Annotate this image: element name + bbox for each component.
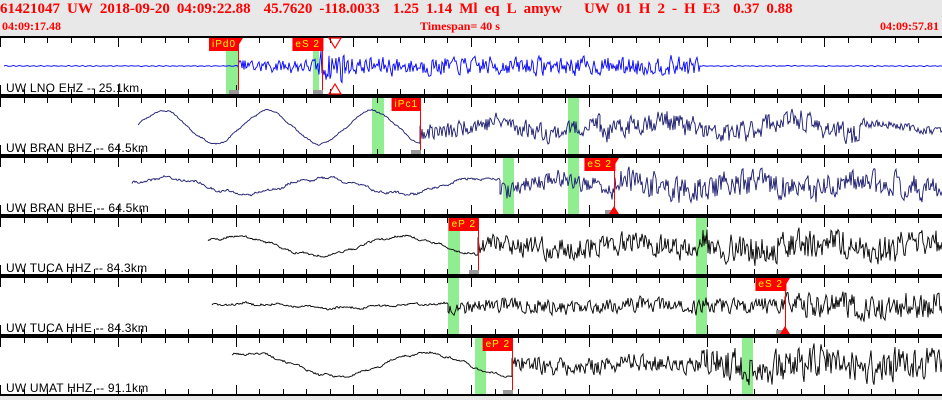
- highlight-band: [448, 218, 460, 274]
- source-net-code: UW: [583, 1, 610, 17]
- event-header-line: 61421047 UW 2018-09-20 04:09:22.88 45.7620 -1…: [0, 0, 942, 18]
- trace-station-label: UW TUCA HHE -- 84.3km: [6, 321, 148, 335]
- waveform: [211, 291, 942, 322]
- rms-value: 0.37: [733, 1, 760, 17]
- trace-station-label: UW BRAN BHZ -- 64.5km: [6, 141, 149, 155]
- phase-pick-line[interactable]: [785, 278, 786, 334]
- trace-station-label: UW UMAT HHZ -- 91.1km: [6, 381, 149, 395]
- version-number: 01: [616, 1, 632, 17]
- highlight-band: [475, 338, 486, 394]
- trace-panel[interactable]: eP 2 UW UMAT HHZ -- 91.1km: [0, 336, 942, 396]
- phase-pick-label[interactable]: iPc1: [391, 98, 421, 111]
- pick-shadow-bar: [411, 150, 421, 154]
- panel-top-border: [0, 336, 942, 338]
- start-time-label: 04:09:17.48: [2, 19, 61, 33]
- h-flag-1: H: [638, 1, 651, 17]
- pick-shadow-bar: [313, 90, 323, 94]
- pick-marker-triangle-down: [609, 158, 619, 166]
- event-longitude: -118.0033: [319, 1, 380, 17]
- event-date: 2018-09-20: [99, 1, 170, 17]
- waveform: [131, 166, 942, 204]
- phase-count: 2: [657, 1, 665, 17]
- phase-pick-label[interactable]: eS 2: [292, 38, 323, 51]
- panel-bottom-border: [0, 274, 942, 276]
- event-time: 04:09:22.88: [176, 1, 251, 17]
- trace-panel[interactable]: iPd0 eS 2 UW LNO EHZ -- 25.1km: [0, 36, 942, 96]
- time-header-line: 04:09:17.48 Timespan= 40 s 04:09:57.81: [0, 19, 942, 34]
- pick-marker-triangle-down: [233, 38, 243, 46]
- highlight-band: [568, 98, 579, 154]
- trace-station-label: UW LNO EHZ -- 25.1km: [6, 81, 140, 95]
- quality-flag: L: [506, 1, 517, 17]
- phase-pick-line[interactable]: [614, 158, 615, 214]
- panel-bottom-border: [0, 334, 942, 336]
- event-id: 61421047: [0, 1, 60, 17]
- separator-dash: -: [671, 1, 677, 17]
- event-magnitude: 1.14: [426, 1, 453, 17]
- pick-marker-triangle-up: [609, 206, 619, 214]
- panel-bottom-border: [0, 94, 942, 96]
- phase-pick-line[interactable]: [512, 338, 513, 394]
- pick-shadow-bar: [469, 270, 479, 274]
- trace-station-label: UW BRAN BHE -- 64.5km: [6, 201, 149, 215]
- pick-shadow-bar: [503, 390, 513, 394]
- panel-top-border: [0, 216, 942, 218]
- panel-bottom-border: [0, 154, 942, 156]
- trace-panel[interactable]: eS 2 UW BRAN BHE -- 64.5km: [0, 156, 942, 216]
- trace-panel[interactable]: iPc1 UW BRAN BHZ -- 64.5km: [0, 96, 942, 156]
- event-depth: 1.25: [392, 1, 420, 17]
- panel-top-border: [0, 156, 942, 158]
- error-value: 0.88: [766, 1, 793, 17]
- trace-panel[interactable]: eP 2 UW TUCA HHZ -- 84.3km: [0, 216, 942, 276]
- h-flag-2: H: [683, 1, 696, 17]
- highlight-band: [448, 278, 459, 334]
- event-latitude: 45.7620: [263, 1, 313, 17]
- trace-panel[interactable]: eS 2 UW TUCA HHE -- 84.3km: [0, 276, 942, 336]
- quality-code: E3: [702, 1, 721, 17]
- timespan-label: Timespan= 40 s: [420, 19, 500, 33]
- highlight-band: [372, 98, 384, 154]
- network-code: UW: [67, 1, 93, 17]
- end-time-label: 04:09:57.81: [880, 19, 939, 33]
- phase-pick-line[interactable]: [238, 38, 239, 94]
- panel-top-border: [0, 96, 942, 98]
- highlight-band: [742, 338, 753, 394]
- amplitude-marker-overlay: [327, 37, 343, 95]
- panel-bottom-border: [0, 214, 942, 216]
- author-name: amyw: [523, 1, 562, 17]
- waveform: [207, 227, 942, 266]
- phase-pick-line[interactable]: [322, 38, 323, 94]
- phase-pick-line[interactable]: [420, 98, 421, 154]
- magnitude-type: Ml: [459, 1, 478, 17]
- panel-bottom-border: [0, 394, 942, 396]
- phase-pick-label[interactable]: iPd0: [208, 38, 239, 51]
- waveform: [231, 343, 942, 386]
- phase-pick-line[interactable]: [478, 218, 479, 274]
- trace-station-label: UW TUCA HHZ -- 84.3km: [6, 261, 148, 275]
- highlight-band: [568, 158, 579, 214]
- highlight-band: [696, 278, 707, 334]
- panel-top-border: [0, 36, 942, 38]
- waveform: [3, 50, 942, 84]
- event-type: eq: [484, 1, 500, 17]
- waveform: [137, 108, 942, 146]
- pick-shadow-bar: [229, 90, 239, 94]
- panel-top-border: [0, 276, 942, 278]
- pick-marker-triangle-up: [780, 326, 790, 334]
- phase-pick-label[interactable]: eP 2: [482, 338, 513, 351]
- phase-pick-label[interactable]: eP 2: [448, 218, 479, 231]
- pick-marker-triangle-down: [780, 278, 790, 286]
- phase-pick-label[interactable]: eS 2: [755, 278, 786, 291]
- phase-pick-label[interactable]: eS 2: [584, 158, 615, 171]
- highlight-band: [503, 158, 514, 214]
